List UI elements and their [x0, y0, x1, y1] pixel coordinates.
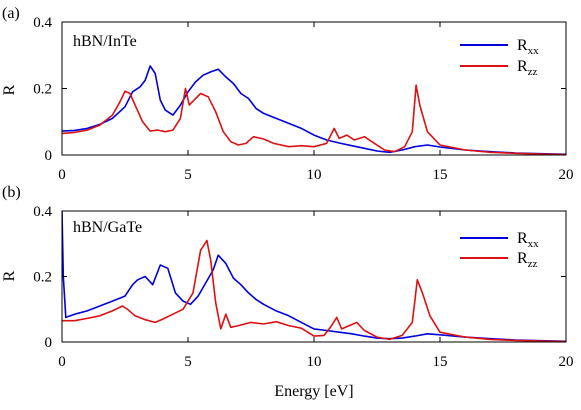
x-tick-label: 5: [184, 354, 192, 370]
series-line-rxx: [62, 211, 566, 342]
x-tick-label: 20: [559, 354, 574, 370]
y-axis-label: R: [1, 270, 18, 281]
legend: Rxx Rzz: [460, 230, 539, 270]
x-tick-label: 5: [184, 167, 192, 183]
legend-label-rxx: Rxx: [517, 230, 539, 250]
legend-label-rxx: Rxx: [517, 37, 539, 57]
panel-a: (a) R hBN/InTe 0 5 10 15 20 0 0.2 0.4 Rxx Rzz: [1, 5, 574, 183]
panel-annotation: hBN/InTe: [73, 33, 137, 50]
x-axis-label: Energy [eV]: [274, 383, 353, 400]
x-tick-label: 10: [307, 167, 322, 183]
y-tick-label: 0.2: [33, 270, 52, 286]
y-tick-label: 0: [45, 148, 53, 164]
panel-annotation: hBN/GaTe: [73, 219, 142, 236]
legend: Rxx Rzz: [460, 37, 539, 78]
plot-area: 0 5 10 15 20 0 0.2 0.4: [33, 204, 573, 370]
x-tick-label: 15: [433, 354, 448, 370]
x-tick-label: 0: [58, 354, 66, 370]
panel-label: (a): [2, 5, 20, 22]
x-tick-label: 10: [307, 354, 322, 370]
legend-label-rzz: Rzz: [517, 250, 538, 270]
panel-b: (b) R hBN/GaTe 0 5 10 15 20 0 0.2 0.4 Rxx Rzz E…: [1, 184, 574, 400]
x-tick-label: 0: [58, 167, 66, 183]
y-tick-label: 0.2: [33, 82, 52, 98]
plot-area: 0 5 10 15 20 0 0.2 0.4: [33, 15, 573, 183]
y-tick-label: 0.4: [33, 204, 52, 220]
x-tick-label: 15: [433, 167, 448, 183]
x-tick-label: 20: [559, 167, 574, 183]
y-tick-label: 0: [45, 335, 53, 351]
y-axis-label: R: [1, 84, 18, 95]
panel-label: (b): [2, 184, 21, 201]
series-line-rzz: [62, 84, 566, 155]
y-tick-label: 0.4: [33, 15, 52, 31]
series-line-rzz: [62, 239, 566, 342]
legend-label-rzz: Rzz: [517, 58, 538, 78]
series-line-rxx: [62, 65, 566, 155]
